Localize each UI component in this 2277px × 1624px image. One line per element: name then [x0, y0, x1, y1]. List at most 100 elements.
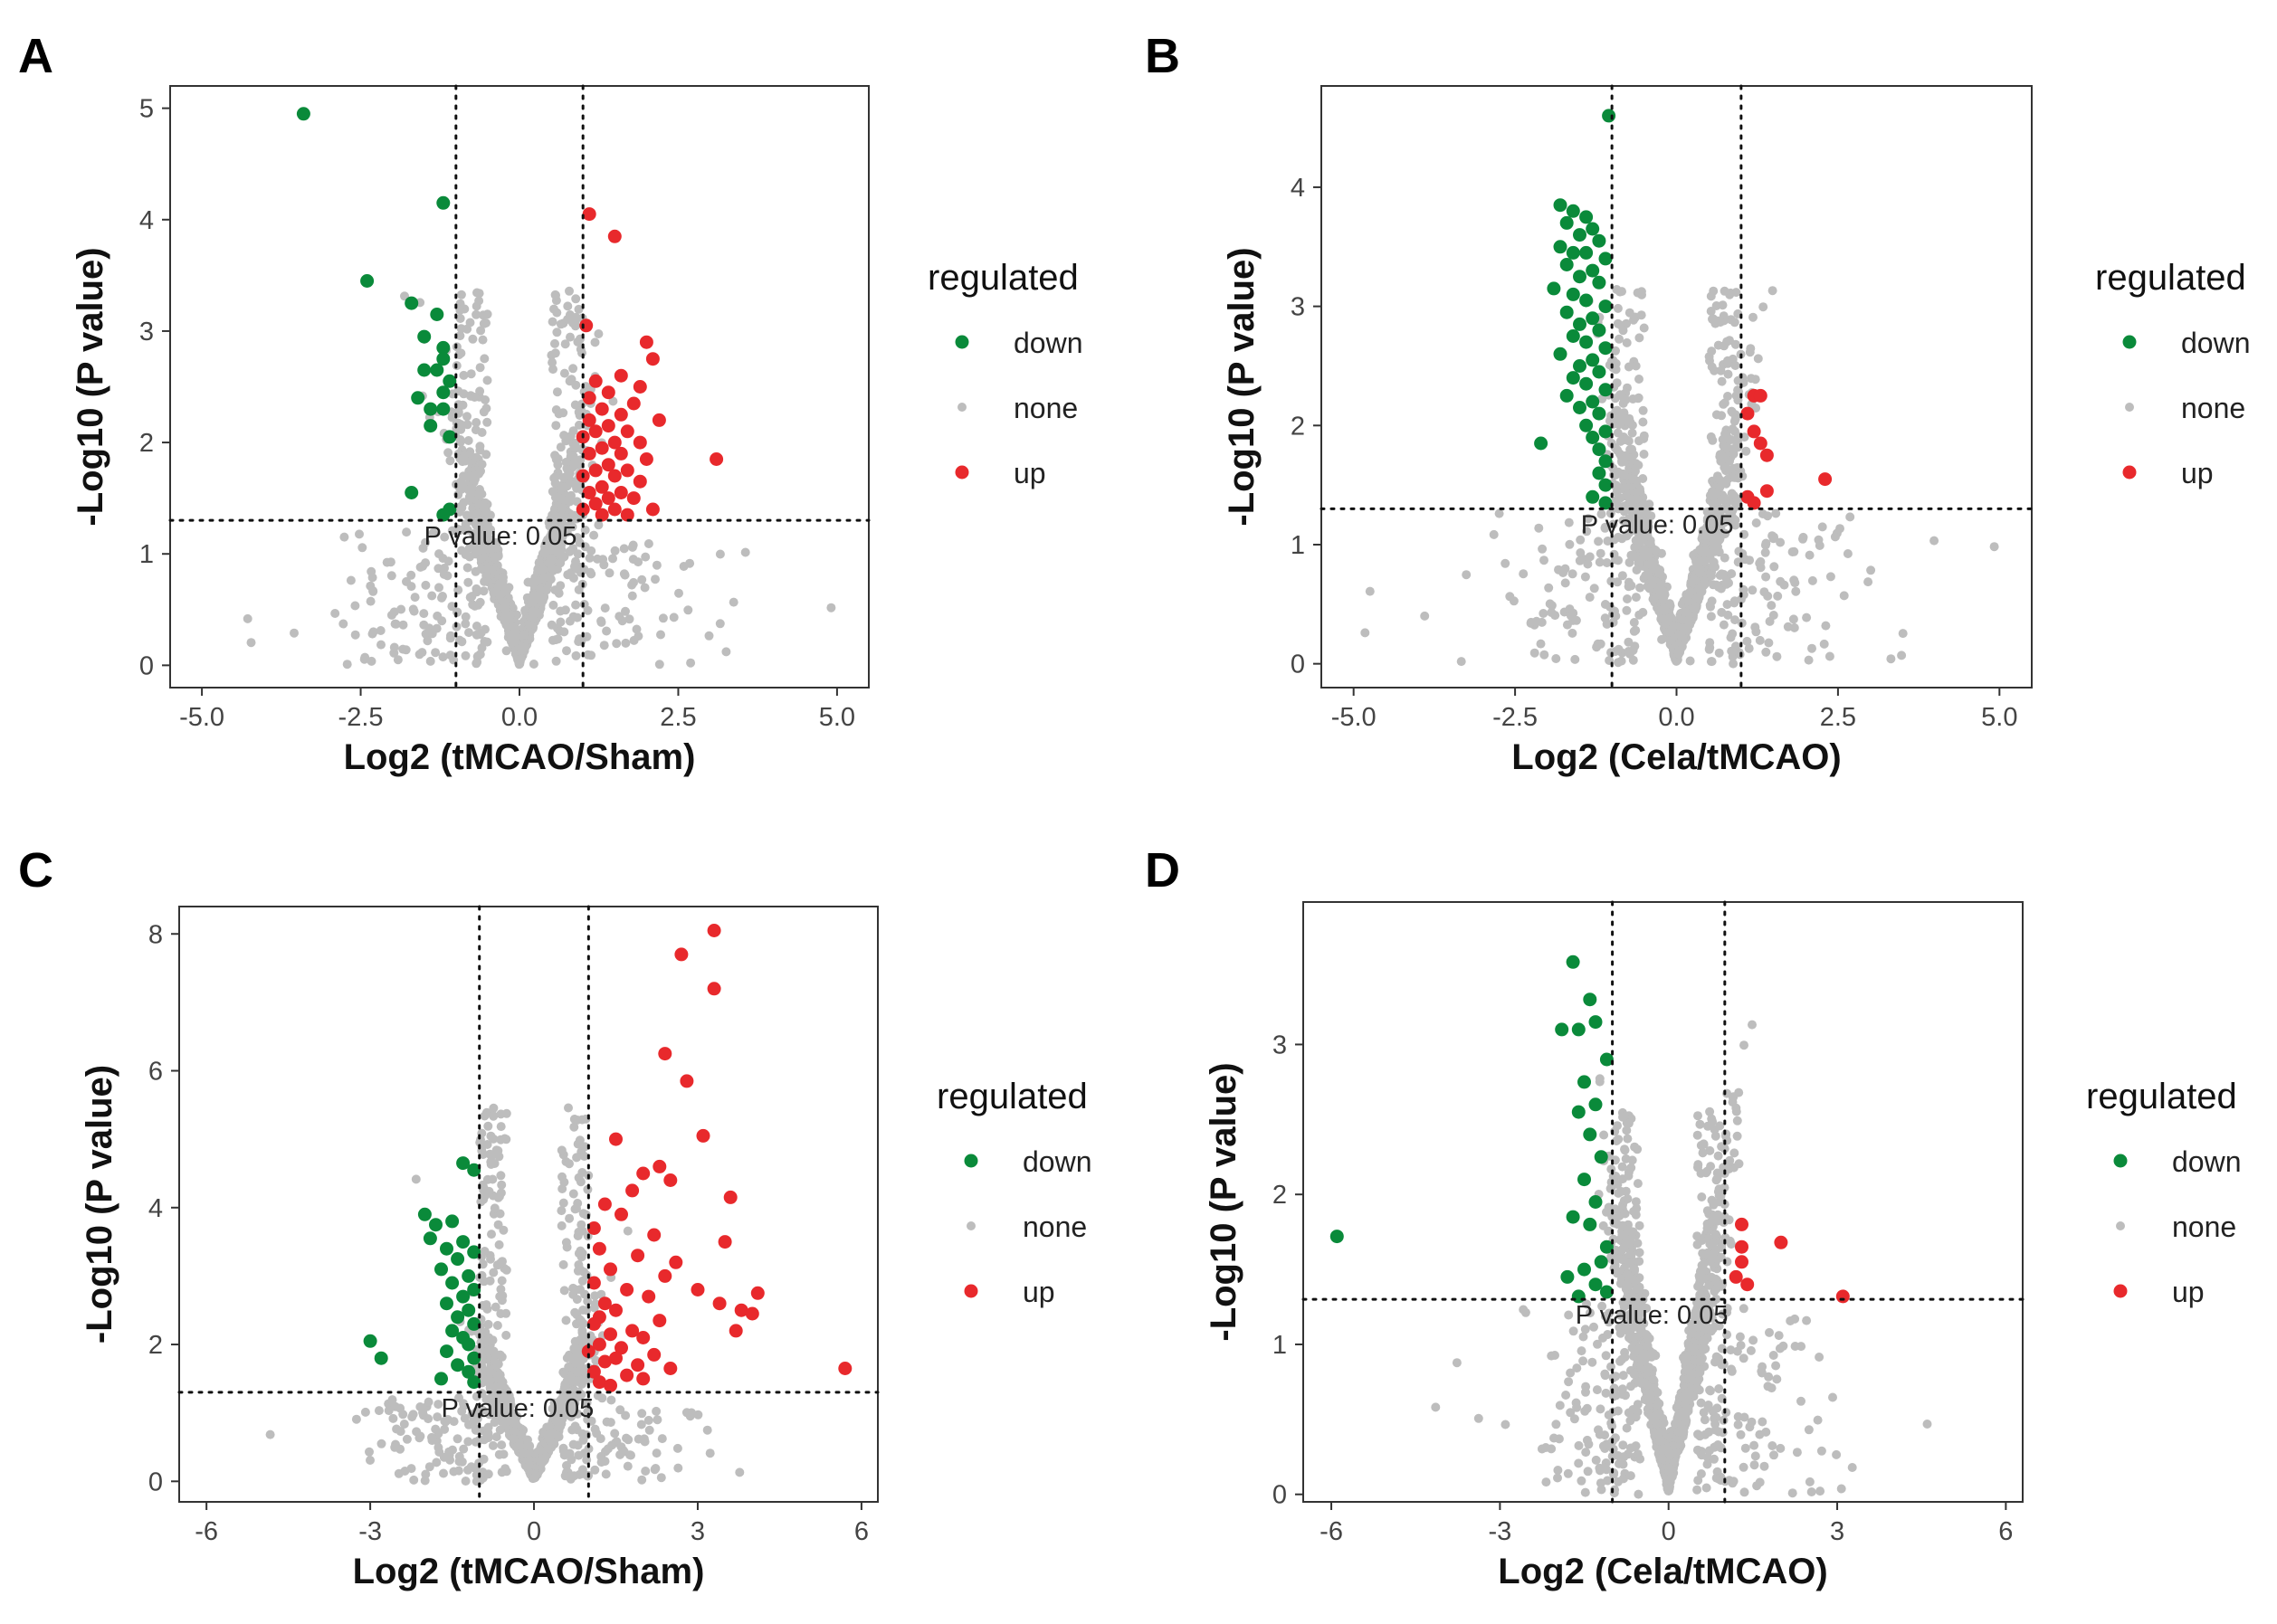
- panel-a-point-down: [436, 340, 451, 355]
- panel-c-point-none: [565, 1472, 575, 1482]
- panel-a-legend-title: regulated: [928, 258, 1079, 298]
- panel-a-y-tick-label: 2: [139, 429, 154, 458]
- panel-a-point-none: [550, 479, 560, 488]
- panel-a-point-up: [626, 491, 641, 506]
- panel-a-point-none: [350, 601, 360, 611]
- panel-c-point-none: [351, 1414, 361, 1424]
- panel-b-point-none: [1636, 517, 1646, 527]
- panel-b-point-none: [1564, 518, 1574, 527]
- panel-c-point-none: [471, 1464, 481, 1474]
- panel-b-point-none: [1720, 553, 1729, 563]
- panel-a-point-none: [628, 555, 638, 565]
- panel-a-point-down: [405, 486, 419, 499]
- panel-b-point-none: [1720, 462, 1729, 472]
- panel-c-point-up: [636, 1331, 651, 1344]
- panel-c-point-down: [467, 1245, 481, 1259]
- panel-a-point-none: [556, 319, 566, 329]
- panel-b-point-none: [1537, 617, 1547, 627]
- panel-c-point-up: [750, 1286, 765, 1300]
- panel-b-point-none: [1621, 482, 1631, 492]
- panel-b-point-none: [1365, 586, 1375, 596]
- panel-a-point-up: [633, 474, 647, 489]
- panel-a-point-none: [517, 643, 527, 653]
- panel-c-point-none: [524, 1461, 534, 1470]
- panel-c-point-up: [647, 1347, 662, 1362]
- panel-a-point-none: [571, 294, 581, 304]
- panel-b-point-none: [1726, 435, 1736, 444]
- panel-a-point-none: [565, 310, 575, 319]
- panel-b-point-none: [1709, 286, 1719, 296]
- panel-a-y-tick-label: 4: [139, 206, 154, 235]
- panel-a-point-none: [495, 590, 505, 600]
- panel-a-point-none: [599, 560, 609, 570]
- panel-b-point-none: [1748, 585, 1758, 595]
- panel-b-point-up: [1753, 436, 1767, 451]
- panel-b-point-none: [1677, 615, 1687, 624]
- panel-c-point-none: [578, 1209, 588, 1219]
- panel-a-point-none: [456, 477, 466, 487]
- panel-a-point-none: [475, 386, 485, 396]
- panel-c-point-none: [596, 1451, 606, 1461]
- panel-b-point-none: [1633, 288, 1643, 298]
- panel-b-point-none: [1694, 562, 1703, 572]
- panel-a-point-none: [456, 501, 466, 511]
- panel-c-point-down: [434, 1262, 448, 1277]
- panel-b-point-none: [1706, 307, 1716, 316]
- panel-b-point-none: [1615, 493, 1625, 503]
- panel-c-point-none: [388, 1413, 398, 1423]
- panel-c-point-none: [459, 1444, 469, 1454]
- panel-c-point-none: [575, 1469, 585, 1479]
- panel-a-point-up: [652, 413, 666, 427]
- panel-a-point-none: [552, 328, 562, 337]
- panel-b-point-down: [1566, 371, 1580, 385]
- panel-b-point-none: [1594, 537, 1604, 546]
- panel-c-point-none: [366, 1456, 375, 1465]
- panel-b-point-none: [1830, 532, 1840, 542]
- panel-c-point-none: [602, 1417, 612, 1427]
- panel-b-point-none: [1765, 616, 1775, 626]
- panel-b-point-none: [1614, 467, 1623, 477]
- panel-a-point-up: [582, 391, 596, 405]
- panel-a-point-down: [411, 391, 425, 405]
- panel-a-point-up: [582, 207, 596, 222]
- panel-c-point-none: [564, 1103, 573, 1113]
- panel-a-point-none: [474, 296, 484, 306]
- panel-a-point-none: [640, 583, 650, 593]
- panel-c-point-none: [551, 1417, 561, 1427]
- panel-b-point-none: [1707, 571, 1716, 581]
- panel-a-point-none: [612, 639, 622, 649]
- panel-b-legend-label-up: up: [2181, 457, 2214, 489]
- panel-b-point-none: [1644, 584, 1654, 594]
- panel-a-point-none: [419, 620, 429, 630]
- panel-b-point-down: [1553, 240, 1567, 254]
- panel-b-point-none: [1727, 569, 1737, 579]
- panel-a-point-none: [715, 549, 725, 559]
- panel-b-y-tick-label: 3: [1291, 293, 1305, 322]
- panel-a-point-none: [396, 604, 406, 614]
- panel-c-point-up: [597, 1197, 612, 1211]
- panel-c-point-none: [439, 1468, 448, 1478]
- panel-a-point-up: [620, 424, 634, 439]
- panel-b-point-none: [1763, 511, 1773, 521]
- panel-a-point-none: [482, 520, 492, 529]
- panel-b-point-down: [1592, 406, 1606, 421]
- panel-c-point-none: [577, 1375, 587, 1385]
- panel-a-point-none: [554, 540, 564, 550]
- panel-a-point-none: [466, 369, 476, 379]
- panel-a-point-none: [557, 522, 567, 532]
- panel-a-point-none: [571, 556, 580, 566]
- panel-b-point-none: [1821, 621, 1831, 631]
- panel-c-point-none: [606, 1395, 616, 1405]
- panel-b-point-none: [1613, 428, 1623, 438]
- panel-c-point-none: [488, 1335, 498, 1345]
- panel-b-point-none: [1639, 450, 1649, 459]
- panel-b-point-down: [1592, 275, 1606, 290]
- panel-c-point-none: [557, 1184, 567, 1193]
- panel-a-point-down: [436, 508, 451, 522]
- panel-b-point-none: [1715, 318, 1725, 328]
- panel-a-point-none: [471, 452, 481, 462]
- panel-b-point-none: [1615, 390, 1625, 400]
- panel-c-point-none: [580, 1142, 590, 1152]
- panel-b-point-none: [1627, 428, 1637, 438]
- panel-a-point-none: [398, 644, 408, 654]
